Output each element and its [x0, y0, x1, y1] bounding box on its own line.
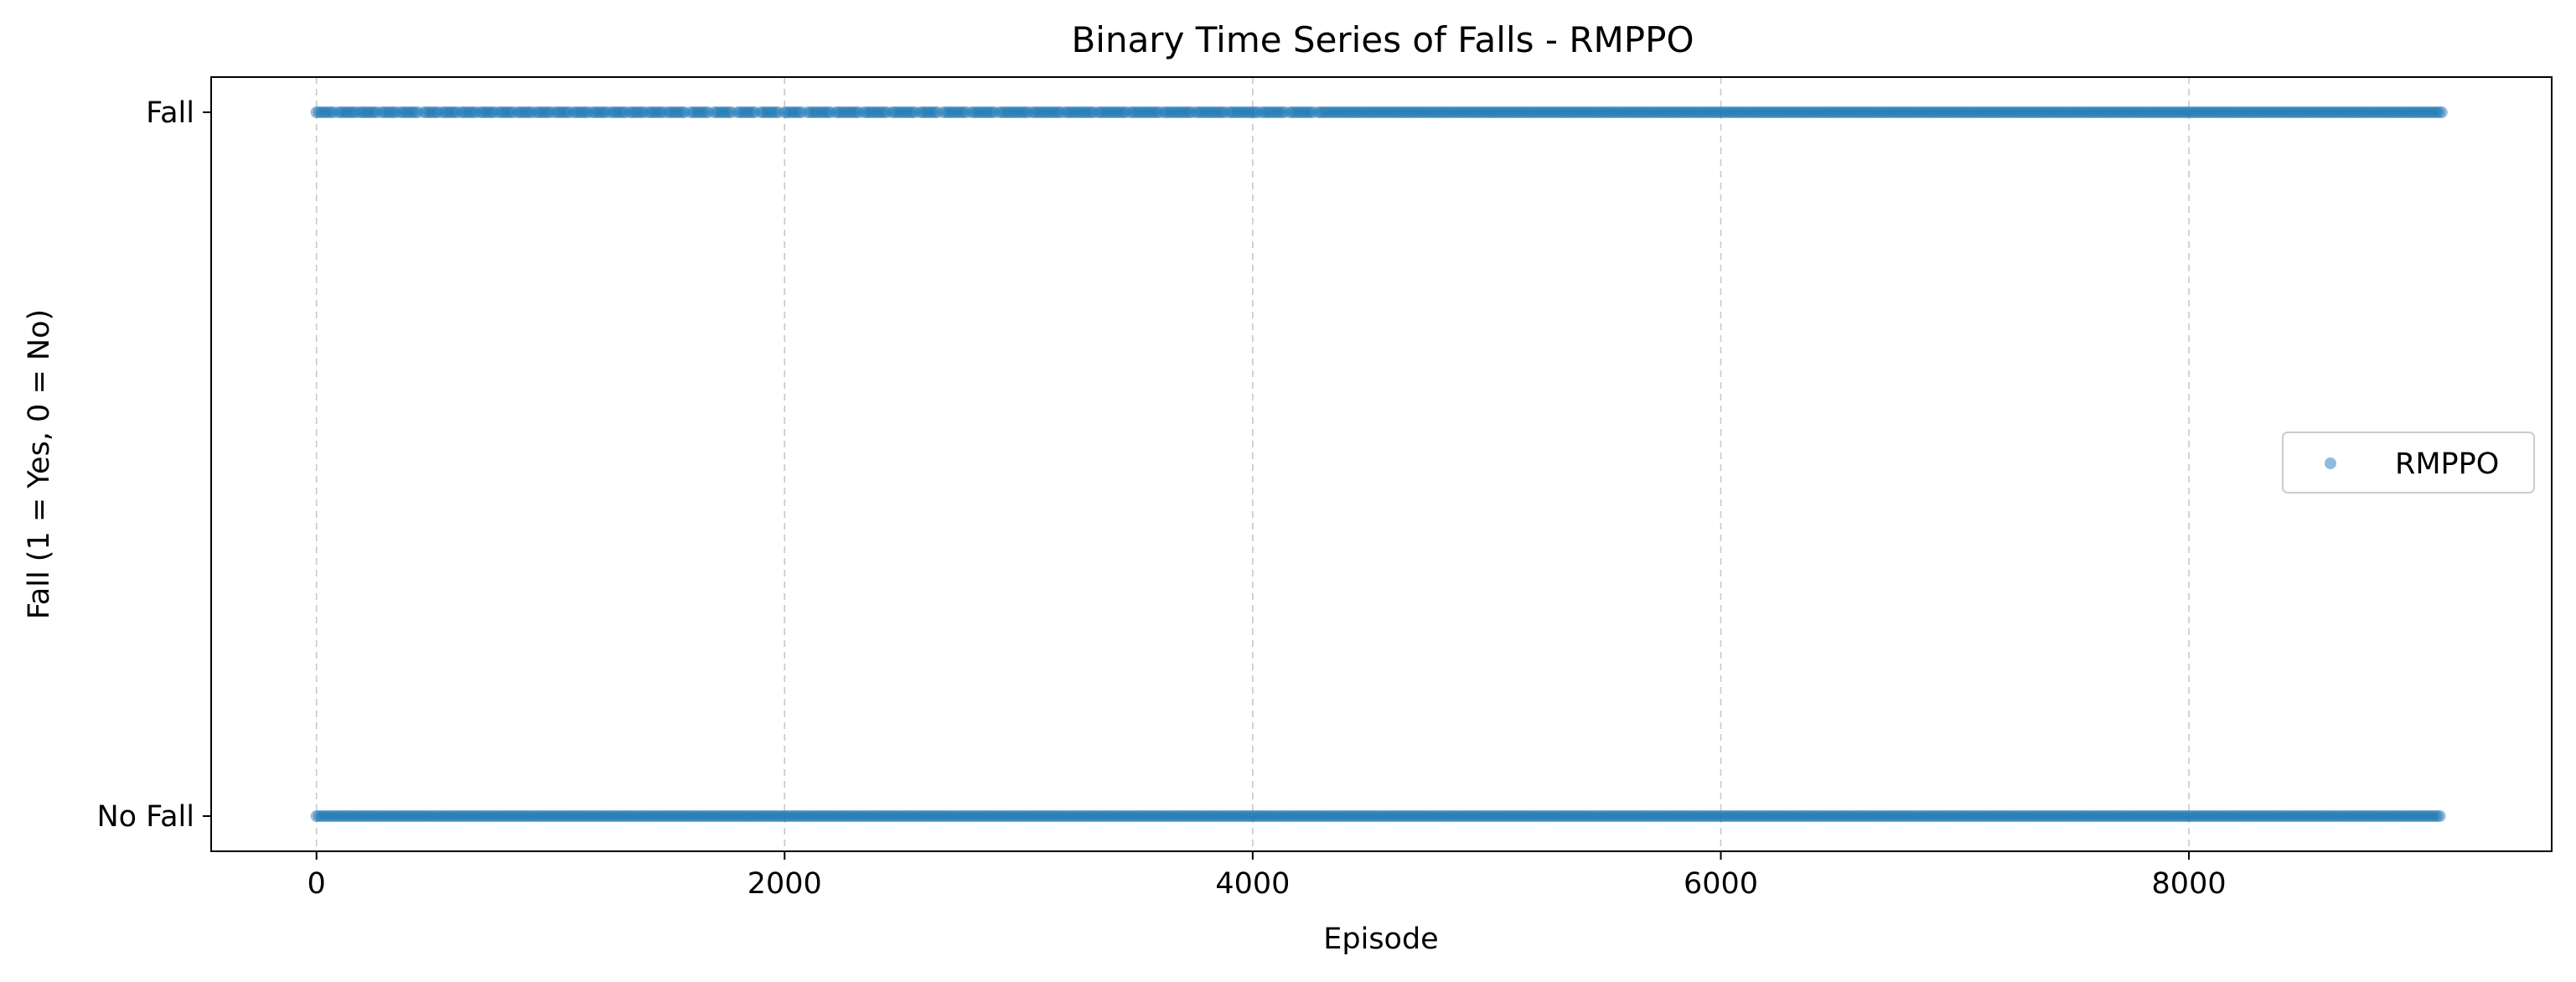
data-point [2435, 106, 2448, 118]
data-points [310, 106, 2448, 822]
x-tick-label-0: 0 [308, 867, 326, 901]
x-tick-label-8000: 8000 [2152, 867, 2227, 901]
y-tick-label-1: Fall [146, 96, 194, 130]
y-axis-label: Fall (1 = Yes, 0 = No) [23, 309, 56, 619]
y-tick-label-0: No Fall [96, 800, 194, 834]
grid-lines [315, 77, 2190, 851]
legend-label-rmppo: RMPPO [2395, 447, 2499, 481]
plot-frame [210, 76, 2553, 852]
x-tick-label-4000: 4000 [1215, 867, 1290, 901]
x-tick-label-6000: 6000 [1684, 867, 1758, 901]
data-point [2434, 810, 2446, 822]
y-axis-ticks: No Fall Fall [96, 96, 211, 834]
x-tick-label-2000: 2000 [747, 867, 822, 901]
legend-frame [2282, 432, 2535, 494]
x-axis-ticks: 0 2000 4000 6000 8000 [308, 851, 2227, 901]
chart-title: Binary Time Series of Falls - RMPPO [1071, 19, 1694, 60]
plot-area [211, 77, 2552, 851]
legend: RMPPO [2282, 432, 2535, 494]
legend-marker [2325, 457, 2336, 469]
x-axis-label: Episode [1323, 923, 1438, 956]
